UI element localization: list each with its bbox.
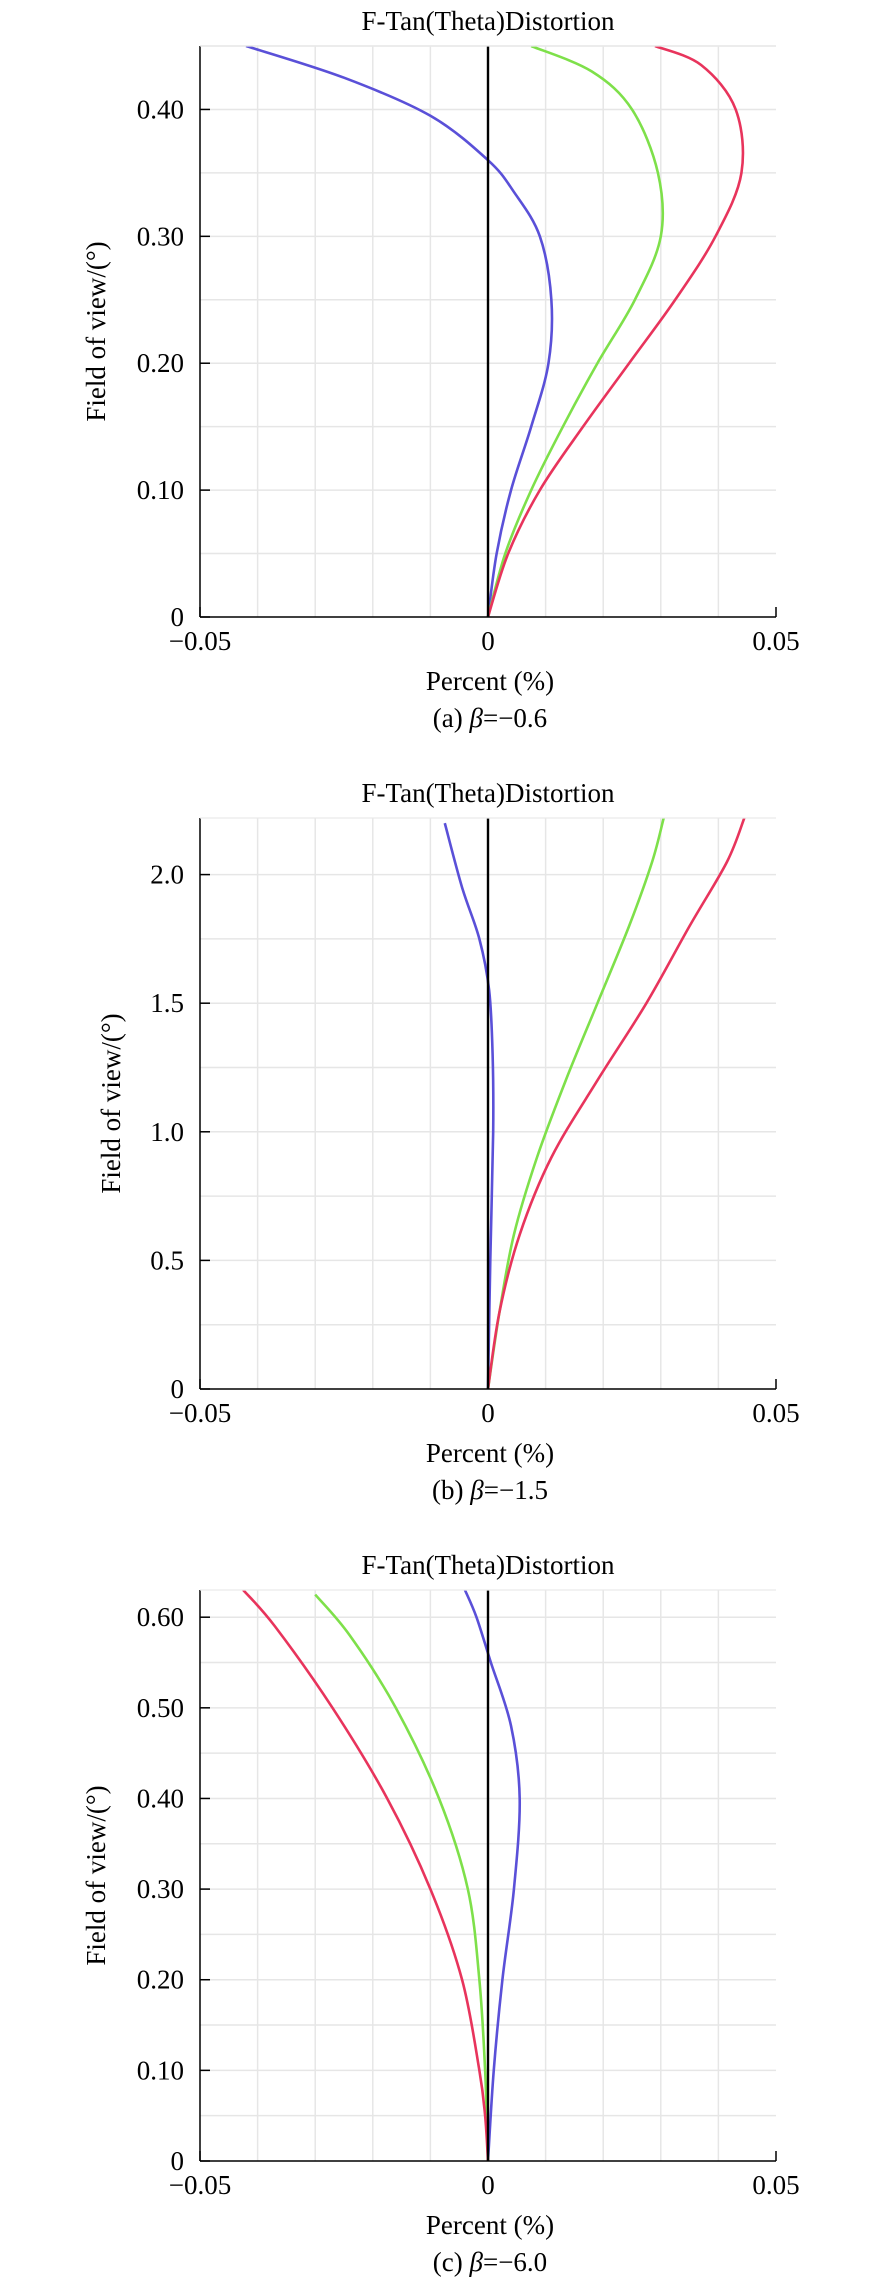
caption-symbol: β [469, 703, 484, 733]
y-tick-label: 0.50 [137, 1693, 184, 1723]
x-tick-label: −0.05 [169, 626, 231, 656]
series-line-blue [443, 822, 495, 1389]
series-line-red [242, 1590, 490, 2161]
x-axis-label: Percent (%) [426, 1438, 554, 1468]
y-tick-label: 0.10 [137, 2055, 184, 2085]
chart-0: −0.05 0 0.0500.100.200.300.40F-Tan(Theta)D… [81, 6, 800, 733]
x-tick-label: −0.05 [169, 1398, 231, 1428]
caption-symbol: β [469, 2247, 484, 2277]
y-tick-label: 0.30 [137, 221, 184, 251]
chart-2: −0.05 0 0.0500.100.200.300.400.500.60F-Tan… [81, 1550, 800, 2277]
y-tick-label: 0.20 [137, 348, 184, 378]
x-tick-label: 0 [481, 1398, 495, 1428]
chart-title: F-Tan(Theta)Distortion [361, 1550, 615, 1580]
y-tick-label: 0.40 [137, 94, 184, 124]
chart-caption: (a) β=−0.6 [433, 703, 547, 733]
caption-prefix: (b) [432, 1475, 470, 1505]
series-line-blue [245, 46, 554, 617]
y-tick-label: 0.5 [150, 1245, 184, 1275]
chart-1: −0.05 0 0.0500.51.01.52.0F-Tan(Theta)Disto… [96, 778, 800, 1505]
y-tick-label: 0 [171, 602, 185, 632]
series-line-red [486, 818, 746, 1389]
series-line-green [486, 818, 665, 1389]
y-axis-label: Field of view/(°) [96, 1013, 126, 1193]
chart-caption: (c) β=−6.0 [433, 2247, 547, 2277]
series-line-blue [463, 1590, 522, 2161]
caption-value: =−0.6 [483, 703, 547, 733]
x-tick-label: 0.05 [752, 626, 799, 656]
x-axis-label: Percent (%) [426, 2210, 554, 2240]
y-tick-label: 1.0 [150, 1117, 184, 1147]
caption-symbol: β [469, 1475, 484, 1505]
caption-value: =−6.0 [483, 2247, 547, 2277]
chart-title: F-Tan(Theta)Distortion [361, 778, 615, 808]
x-tick-label: 0.05 [752, 1398, 799, 1428]
x-tick-label: 0 [481, 2170, 495, 2200]
y-tick-label: 0.20 [137, 1965, 184, 1995]
series-line-red [486, 46, 745, 617]
y-axis-label: Field of view/(°) [81, 1785, 111, 1965]
y-axis-label: Field of view/(°) [81, 241, 111, 421]
y-tick-label: 2.0 [150, 860, 184, 890]
caption-prefix: (a) [433, 703, 470, 733]
y-tick-label: 0.40 [137, 1783, 184, 1813]
y-tick-label: 0.30 [137, 1874, 184, 1904]
chart-title: F-Tan(Theta)Distortion [361, 6, 615, 36]
series-line-green [314, 1593, 490, 2161]
y-tick-label: 0.10 [137, 475, 184, 505]
series-line-green [486, 46, 665, 617]
y-tick-label: 0 [171, 2146, 185, 2176]
y-tick-label: 0 [171, 1374, 185, 1404]
y-tick-label: 0.60 [137, 1602, 184, 1632]
y-tick-label: 1.5 [150, 988, 184, 1018]
x-tick-label: −0.05 [169, 2170, 231, 2200]
x-tick-label: 0.05 [752, 2170, 799, 2200]
chart-caption: (b) β=−1.5 [432, 1475, 548, 1505]
caption-prefix: (c) [433, 2247, 470, 2277]
x-tick-label: 0 [481, 626, 495, 656]
x-axis-label: Percent (%) [426, 666, 554, 696]
caption-value: =−1.5 [484, 1475, 548, 1505]
